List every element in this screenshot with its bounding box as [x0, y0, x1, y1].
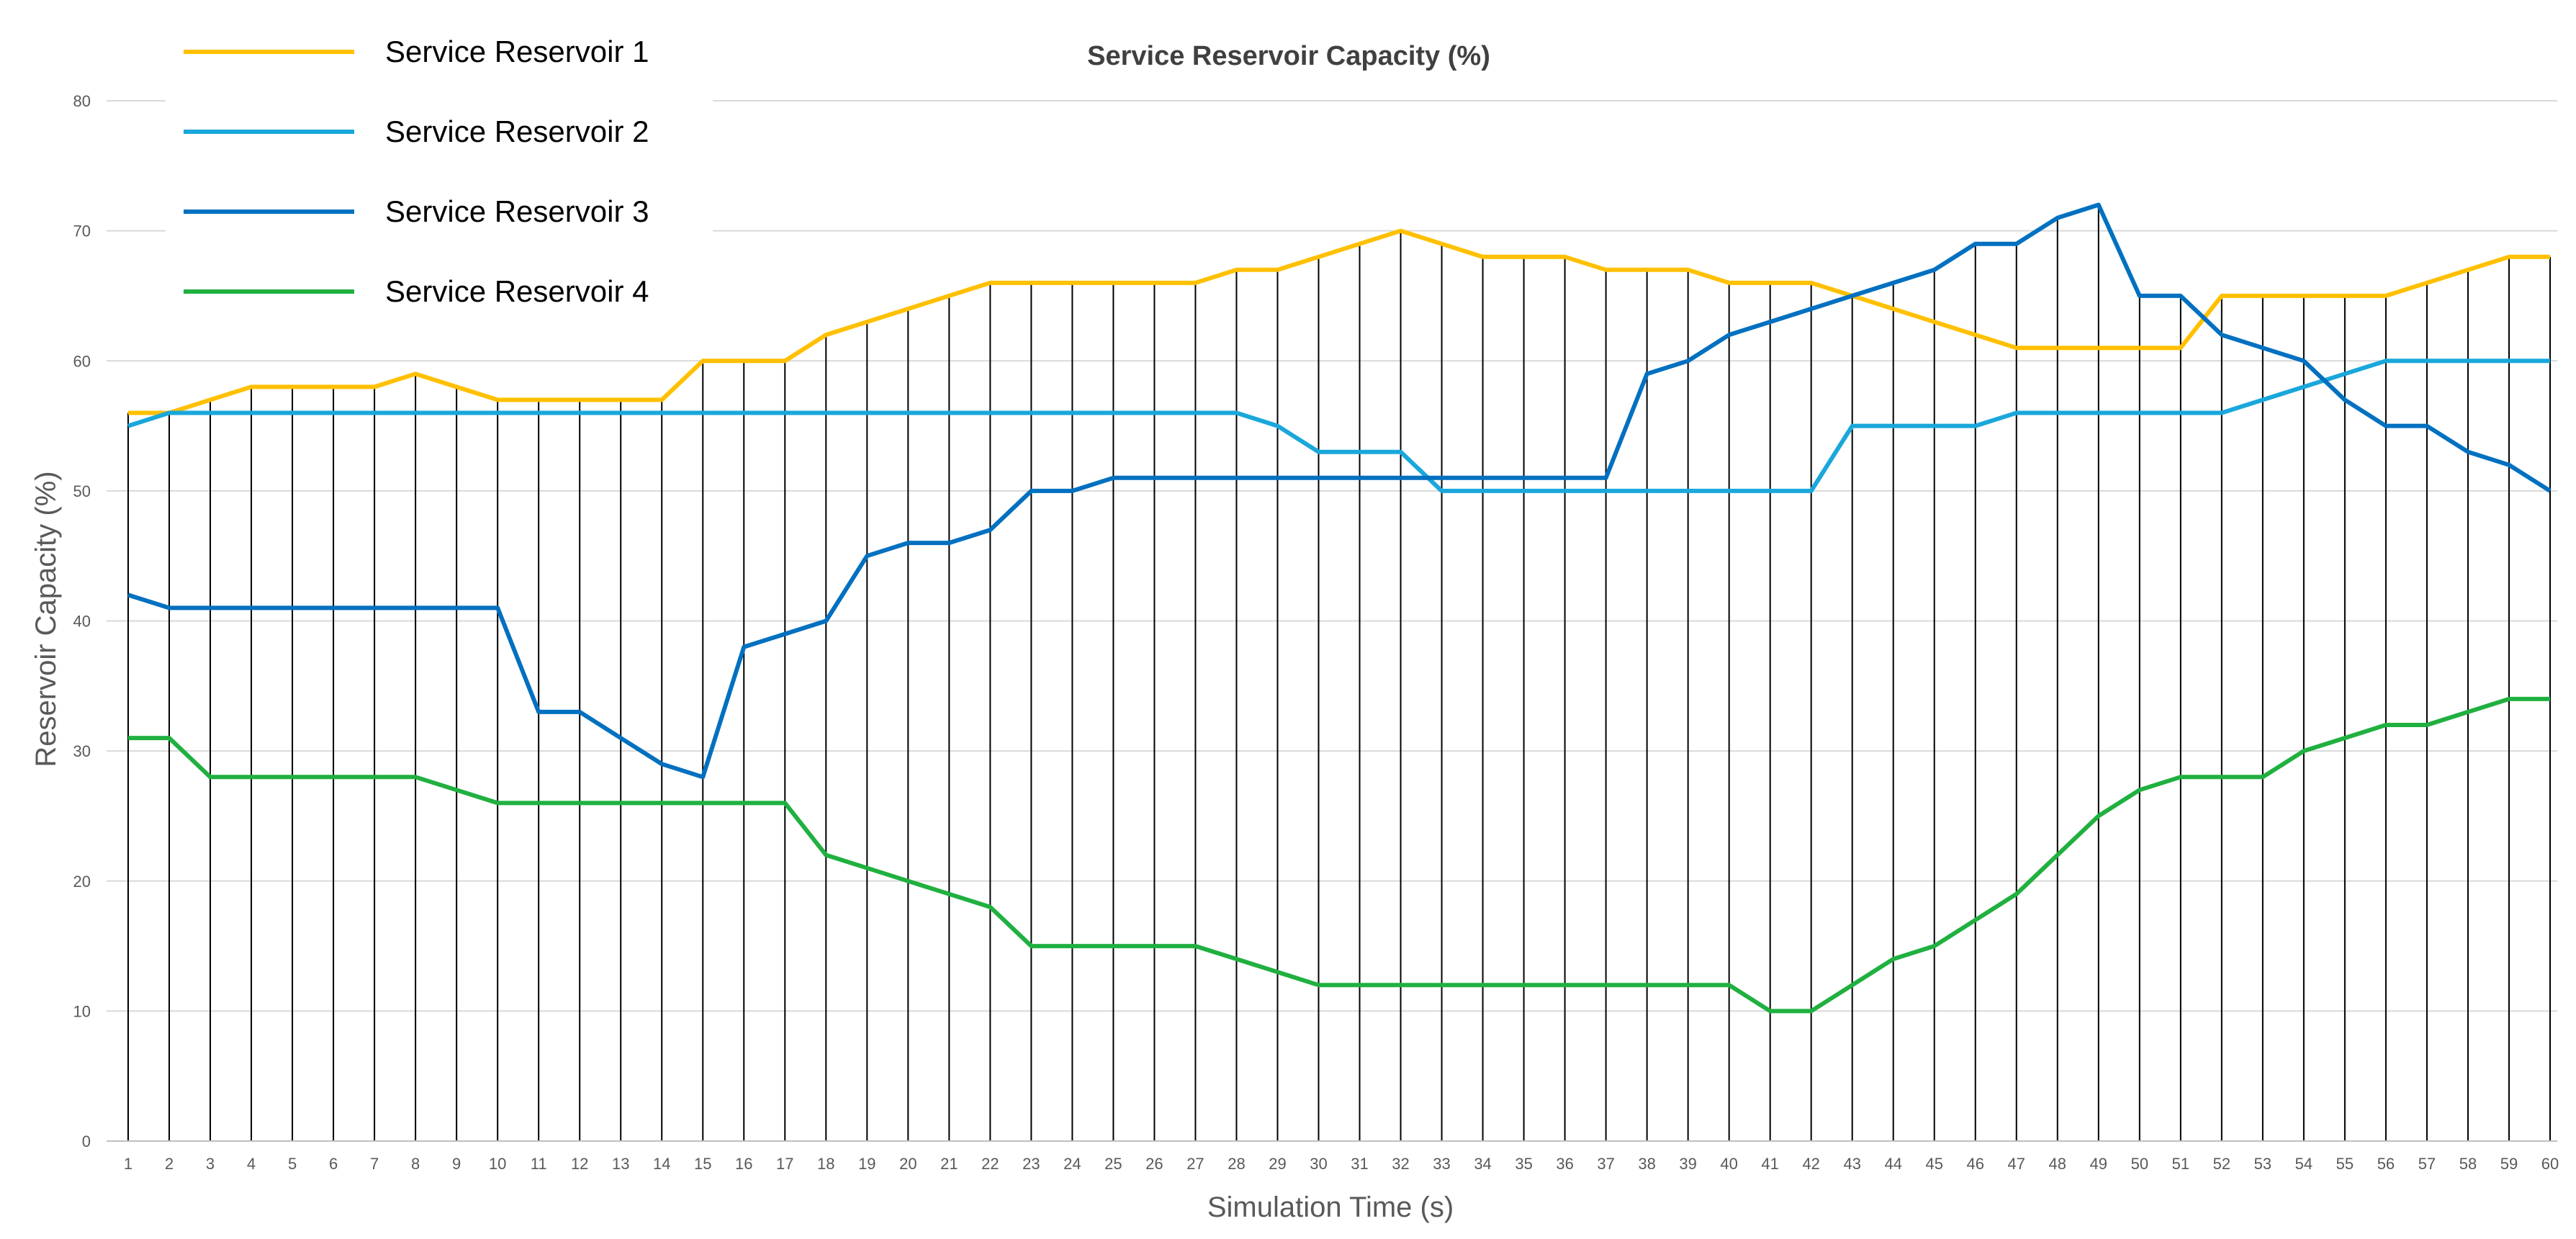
x-tick-label: 48	[2049, 1155, 2066, 1173]
legend: Service Reservoir 1 Service Reservoir 2 Se…	[166, 14, 713, 317]
x-tick-label: 1	[124, 1155, 132, 1173]
x-tick-label: 31	[1351, 1155, 1368, 1173]
x-tick-label: 51	[2172, 1155, 2189, 1173]
x-tick-label: 56	[2377, 1155, 2395, 1173]
x-tick-label: 6	[329, 1155, 338, 1173]
x-axis-title: Simulation Time (s)	[1207, 1191, 1454, 1223]
series-line-3	[127, 202, 2552, 780]
x-tick-label: 5	[288, 1155, 297, 1173]
x-tick-label: 35	[1515, 1155, 1532, 1173]
x-tick-label: 58	[2459, 1155, 2477, 1173]
x-tick-label: 24	[1063, 1155, 1081, 1173]
x-tick-label: 10	[489, 1155, 506, 1173]
x-tick-label: 47	[2008, 1155, 2025, 1173]
x-tick-label: 26	[1145, 1155, 1163, 1173]
x-tick-label: 16	[735, 1155, 752, 1173]
x-tick-label: 39	[1679, 1155, 1696, 1173]
legend-background	[166, 14, 713, 317]
x-tick-label: 30	[1310, 1155, 1327, 1173]
y-tick-label: 70	[73, 222, 91, 240]
x-tick-label: 34	[1474, 1155, 1491, 1173]
drop-lines-layer	[127, 204, 2551, 1141]
x-tick-label: 40	[1720, 1155, 1737, 1173]
y-tick-label: 80	[73, 92, 91, 110]
x-tick-label: 17	[776, 1155, 793, 1173]
x-tick-label: 7	[370, 1155, 379, 1173]
x-tick-label: 45	[1926, 1155, 1943, 1173]
legend-label-2: Service Reservoir 2	[385, 114, 649, 148]
y-tick-label: 60	[73, 352, 91, 370]
x-tick-label: 18	[817, 1155, 834, 1173]
x-tick-label: 23	[1022, 1155, 1040, 1173]
series-line-2	[127, 359, 2550, 493]
series-layer	[127, 202, 2552, 1014]
x-tick-label: 38	[1638, 1155, 1655, 1173]
y-tick-label: 50	[73, 482, 91, 500]
x-tick-label: 27	[1186, 1155, 1204, 1173]
y-tick-label: 40	[73, 613, 91, 631]
y-tick-label: 0	[82, 1132, 91, 1150]
x-tick-label: 49	[2090, 1155, 2107, 1173]
series-line-4	[128, 696, 2550, 1014]
x-tick-label: 44	[1884, 1155, 1901, 1173]
y-axis-title: Reservoir Capacity (%)	[30, 471, 62, 767]
y-tick-label: 20	[73, 873, 91, 891]
x-tick-label: 29	[1269, 1155, 1286, 1173]
x-tick-label: 15	[694, 1155, 711, 1173]
x-tick-label: 36	[1556, 1155, 1573, 1173]
x-tick-label: 53	[2254, 1155, 2271, 1173]
x-tick-label: 4	[247, 1155, 256, 1173]
x-tick-label: 25	[1104, 1155, 1122, 1173]
x-tick-label: 43	[1843, 1155, 1860, 1173]
x-tick-label: 37	[1597, 1155, 1614, 1173]
x-tick-label: 3	[206, 1155, 215, 1173]
x-tick-label: 33	[1433, 1155, 1450, 1173]
x-tick-label: 55	[2336, 1155, 2354, 1173]
x-tick-label: 57	[2418, 1155, 2436, 1173]
x-tick-label: 21	[940, 1155, 958, 1173]
x-tick-label: 12	[571, 1155, 588, 1173]
legend-label-3: Service Reservoir 3	[385, 194, 649, 228]
x-tick-label: 19	[858, 1155, 875, 1173]
x-tick-label: 11	[531, 1155, 547, 1173]
x-tick-label: 52	[2213, 1155, 2230, 1173]
x-tick-label: 13	[612, 1155, 629, 1173]
x-tick-label: 46	[1967, 1155, 1984, 1173]
x-tick-label: 28	[1228, 1155, 1245, 1173]
x-tick-label: 41	[1761, 1155, 1778, 1173]
legend-label-1: Service Reservoir 1	[385, 35, 649, 68]
x-tick-label: 9	[452, 1155, 461, 1173]
x-tick-label: 54	[2295, 1155, 2312, 1173]
x-tick-label: 32	[1392, 1155, 1409, 1173]
y-tick-label: 30	[73, 742, 91, 760]
chart-title: Service Reservoir Capacity (%)	[1087, 41, 1490, 71]
legend-label-4: Service Reservoir 4	[385, 274, 649, 308]
x-tick-label: 20	[899, 1155, 917, 1173]
x-tick-label: 14	[653, 1155, 670, 1173]
x-tick-label: 42	[1802, 1155, 1819, 1173]
y-tick-label: 10	[73, 1002, 91, 1020]
x-tick-label: 50	[2131, 1155, 2148, 1173]
x-tick-label: 59	[2500, 1155, 2518, 1173]
x-tick-label: 8	[411, 1155, 420, 1173]
x-tick-label: 2	[165, 1155, 174, 1173]
series-line-1	[128, 228, 2550, 415]
x-tick-label: 22	[981, 1155, 999, 1173]
x-tick-label: 60	[2541, 1155, 2559, 1173]
